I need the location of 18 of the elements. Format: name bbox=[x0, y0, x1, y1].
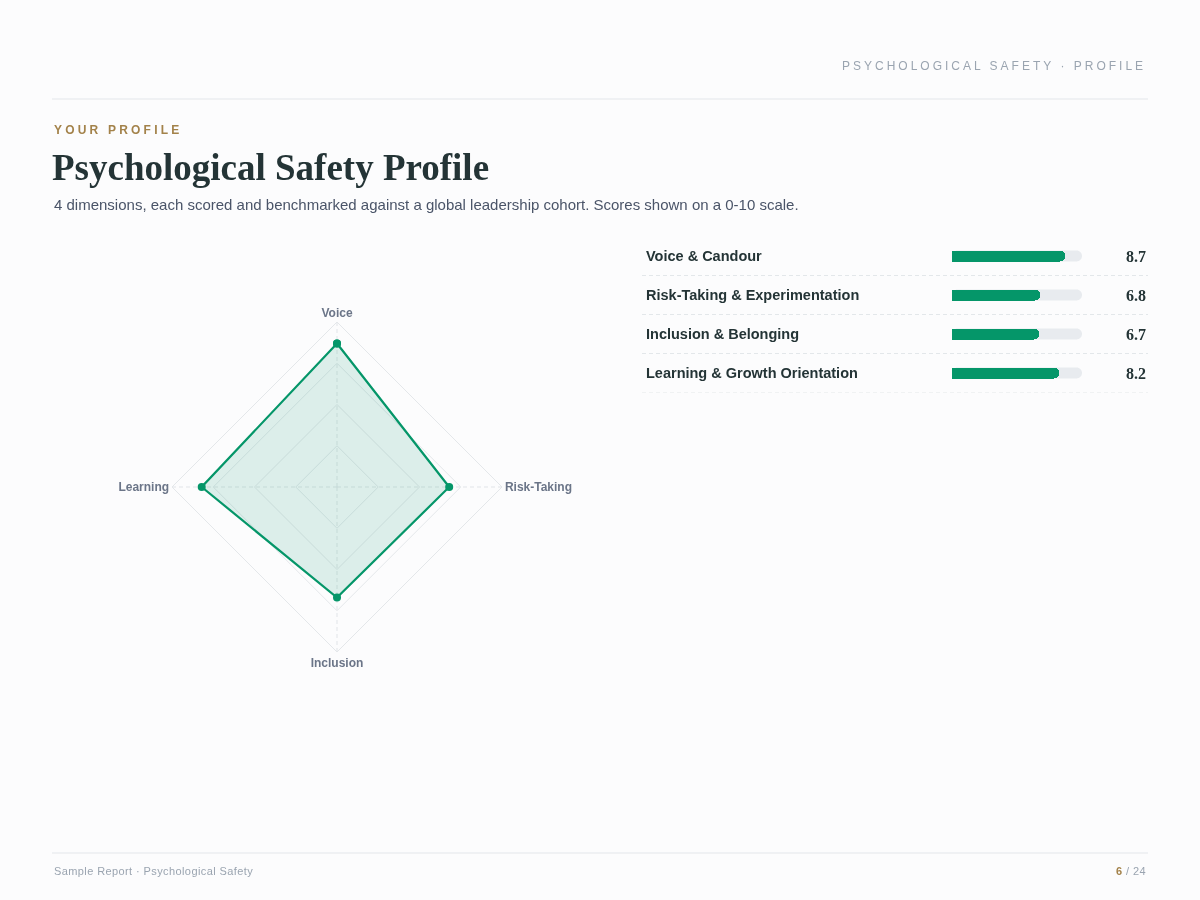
data-label: 6.8 bbox=[1126, 287, 1146, 304]
spoke-label: Learning bbox=[118, 480, 170, 495]
y-tick-label: Voice & Candour bbox=[646, 248, 763, 265]
data-label: 6.7 bbox=[1126, 326, 1146, 343]
spoke-label: Inclusion bbox=[310, 655, 364, 670]
text: Sample Report · Psychological Safety bbox=[54, 865, 254, 877]
text: YOUR PROFILE bbox=[54, 123, 183, 137]
y-tick-label: Risk-Taking & Experimentation bbox=[646, 287, 860, 304]
y-tick-label: Learning & Growth Orientation bbox=[646, 365, 858, 382]
chart-subtitle: 4 dimensions, each scored and benchmarked against a global leadership cohort. Scores shown on a 0-10 scale. bbox=[54, 196, 799, 213]
text: 6 / 24 bbox=[1116, 865, 1146, 877]
y-tick-label: Inclusion & Belonging bbox=[646, 326, 800, 343]
spoke-label: Voice bbox=[321, 305, 353, 320]
data-label: 8.2 bbox=[1126, 365, 1146, 382]
spoke-label: Risk-Taking bbox=[504, 480, 573, 495]
text: PSYCHOLOGICAL SAFETY · PROFILE bbox=[842, 59, 1147, 73]
data-label: 8.7 bbox=[1126, 248, 1146, 265]
chart-title: Psychological Safety Profile bbox=[52, 146, 490, 188]
